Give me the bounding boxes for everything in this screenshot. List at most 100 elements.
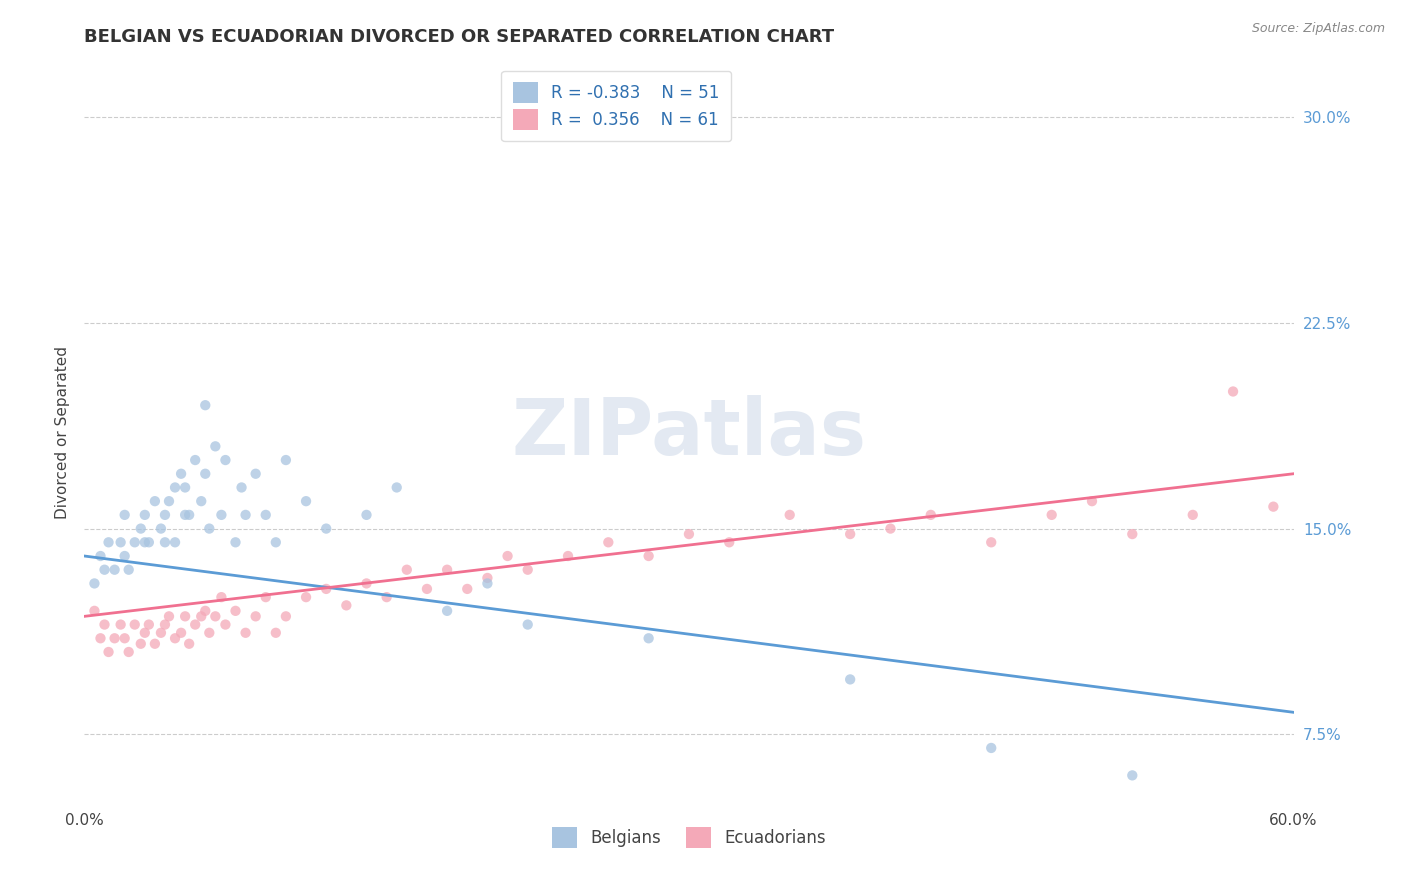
Point — [718, 535, 741, 549]
Point — [779, 508, 801, 522]
Point — [204, 609, 226, 624]
Point — [598, 535, 620, 549]
Point — [194, 398, 217, 412]
Point — [516, 563, 538, 577]
Point — [235, 625, 257, 640]
Point — [97, 645, 120, 659]
Point — [93, 563, 115, 577]
Point — [456, 582, 478, 596]
Point — [879, 522, 901, 536]
Point — [209, 590, 232, 604]
Point — [134, 535, 156, 549]
Point — [174, 480, 197, 494]
Point — [89, 632, 111, 646]
Point — [143, 637, 166, 651]
Point — [138, 535, 160, 549]
Point — [225, 535, 247, 549]
Point — [174, 609, 197, 624]
Point — [134, 625, 156, 640]
Point — [1222, 384, 1244, 399]
Point — [436, 604, 458, 618]
Point — [516, 617, 538, 632]
Point — [118, 645, 141, 659]
Point — [477, 576, 499, 591]
Y-axis label: Divorced or Separated: Divorced or Separated — [55, 346, 70, 519]
Point — [557, 549, 579, 563]
Point — [104, 563, 127, 577]
Point — [190, 609, 212, 624]
Point — [254, 508, 277, 522]
Point — [138, 617, 160, 632]
Point — [114, 508, 136, 522]
Point — [110, 617, 132, 632]
Point — [184, 617, 207, 632]
Point — [1121, 527, 1143, 541]
Point — [110, 535, 132, 549]
Point — [920, 508, 942, 522]
Point — [157, 494, 180, 508]
Point — [225, 604, 247, 618]
Point — [153, 535, 176, 549]
Point — [157, 609, 180, 624]
Point — [143, 494, 166, 508]
Point — [1263, 500, 1285, 514]
Point — [477, 571, 499, 585]
Point — [149, 522, 172, 536]
Point — [395, 563, 418, 577]
Point — [637, 549, 659, 563]
Point — [104, 632, 127, 646]
Point — [114, 632, 136, 646]
Point — [165, 632, 187, 646]
Point — [174, 508, 197, 522]
Point — [198, 625, 221, 640]
Point — [214, 617, 236, 632]
Point — [83, 576, 105, 591]
Point — [245, 609, 267, 624]
Point — [190, 494, 212, 508]
Legend: Belgians, Ecuadorians: Belgians, Ecuadorians — [538, 814, 839, 861]
Point — [153, 617, 176, 632]
Point — [184, 453, 207, 467]
Text: Source: ZipAtlas.com: Source: ZipAtlas.com — [1251, 22, 1385, 36]
Point — [89, 549, 111, 563]
Point — [235, 508, 257, 522]
Point — [194, 604, 217, 618]
Point — [1040, 508, 1063, 522]
Point — [179, 637, 201, 651]
Point — [170, 625, 193, 640]
Point — [245, 467, 267, 481]
Point — [165, 480, 187, 494]
Point — [231, 480, 253, 494]
Point — [254, 590, 277, 604]
Text: ZIPatlas: ZIPatlas — [512, 394, 866, 471]
Point — [179, 508, 201, 522]
Point — [1181, 508, 1204, 522]
Point — [678, 527, 700, 541]
Point — [153, 508, 176, 522]
Point — [165, 535, 187, 549]
Point — [295, 590, 318, 604]
Point — [1121, 768, 1143, 782]
Point — [83, 604, 105, 618]
Point — [264, 625, 287, 640]
Point — [375, 590, 398, 604]
Point — [209, 508, 232, 522]
Point — [124, 535, 146, 549]
Point — [97, 535, 120, 549]
Point — [129, 637, 152, 651]
Point — [496, 549, 519, 563]
Point — [637, 632, 659, 646]
Point — [295, 494, 318, 508]
Point — [134, 508, 156, 522]
Point — [118, 563, 141, 577]
Point — [93, 617, 115, 632]
Point — [1081, 494, 1104, 508]
Point — [170, 467, 193, 481]
Point — [356, 508, 378, 522]
Point — [839, 673, 862, 687]
Point — [274, 453, 297, 467]
Point — [385, 480, 408, 494]
Point — [129, 522, 152, 536]
Point — [274, 609, 297, 624]
Point — [839, 527, 862, 541]
